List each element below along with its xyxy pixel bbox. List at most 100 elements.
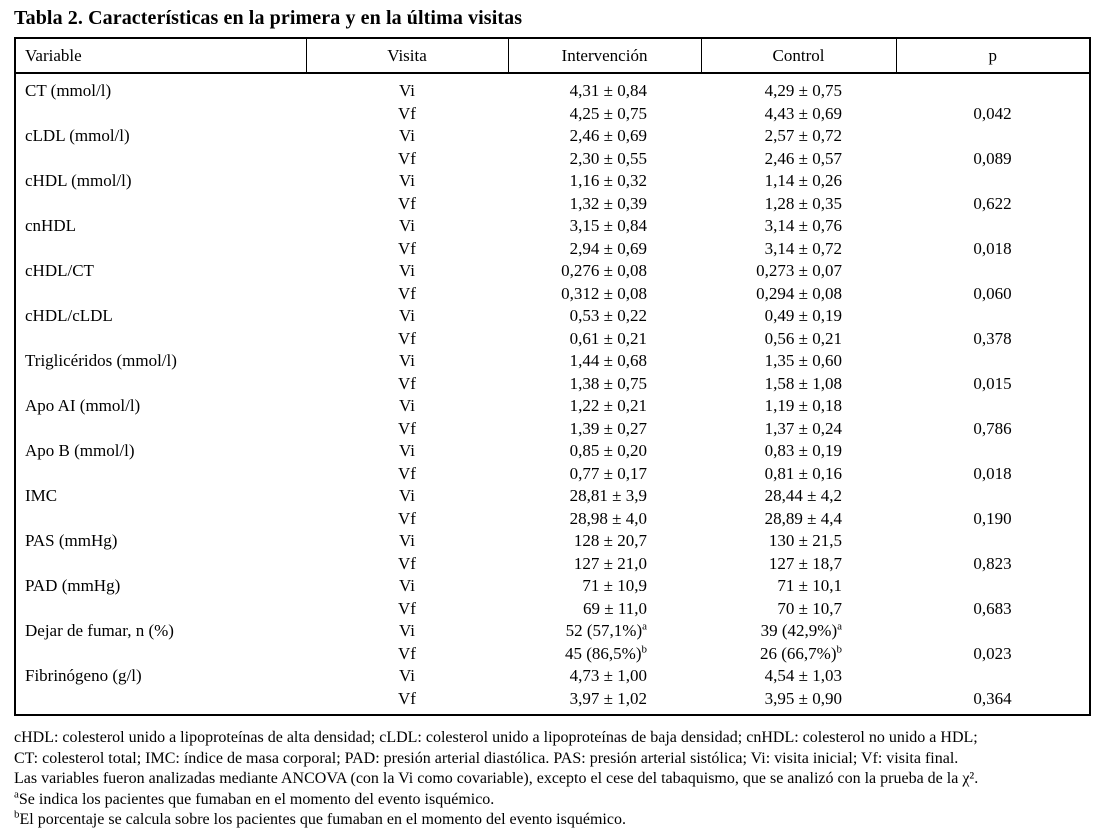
control-cell: 1,37 ± 0,24 bbox=[764, 418, 842, 438]
p-cell bbox=[896, 350, 1090, 373]
visita-cell: Vi bbox=[399, 531, 415, 550]
p-cell: 0,060 bbox=[973, 283, 1012, 303]
p-cell: 0,622 bbox=[973, 193, 1012, 213]
footnote-line: bEl porcentaje se calcula sobre los paci… bbox=[14, 808, 626, 828]
p-cell bbox=[896, 260, 1090, 283]
visita-cell: Vf bbox=[398, 103, 416, 123]
p-cell: 0,089 bbox=[973, 148, 1012, 168]
column-header-variable: Variable bbox=[15, 38, 307, 74]
variable-cell: Triglicéridos (mmol/l) bbox=[25, 351, 177, 370]
control-cell: 0,56 ± 0,21 bbox=[764, 328, 842, 348]
p-cell bbox=[896, 665, 1090, 688]
p-cell: 0,018 bbox=[973, 238, 1012, 258]
table-row: Vf 1,39 ± 0,27 1,37 ± 0,24 0,786 bbox=[15, 418, 1090, 441]
control-cell: 0,49 ± 0,19 bbox=[764, 306, 842, 325]
control-cell: 4,43 ± 0,69 bbox=[764, 103, 842, 123]
visita-cell: Vf bbox=[398, 328, 416, 348]
intervencion-cell: 1,22 ± 0,21 bbox=[569, 396, 647, 415]
table-body: CT (mmol/l) Vi 4,31 ± 0,84 4,29 ± 0,75 Vf 4,2… bbox=[15, 73, 1090, 715]
variable-cell bbox=[15, 328, 306, 351]
table-row: Dejar de fumar, n (%) Vi 52 (57,1%)a 39 (42… bbox=[15, 620, 1090, 643]
p-cell: 0,823 bbox=[973, 553, 1012, 573]
intervencion-cell: 4,25 ± 0,75 bbox=[569, 103, 647, 123]
p-cell: 0,190 bbox=[973, 508, 1012, 528]
control-cell: 28,44 ± 4,2 bbox=[764, 486, 842, 505]
control-cell: 1,28 ± 0,35 bbox=[764, 193, 842, 213]
table-row: Vf 69 ± 11,0 70 ± 10,7 0,683 bbox=[15, 598, 1090, 621]
control-cell: 0,294 ± 0,08 bbox=[756, 283, 842, 303]
intervencion-cell: 2,94 ± 0,69 bbox=[569, 238, 647, 258]
intervencion-cell: 0,53 ± 0,22 bbox=[569, 306, 647, 325]
control-cell: 26 (66,7%)b bbox=[760, 642, 842, 663]
intervencion-cell: 28,81 ± 3,9 bbox=[569, 486, 647, 505]
p-cell: 0,683 bbox=[973, 598, 1012, 618]
data-table: Variable Visita Intervención Control p C… bbox=[14, 37, 1091, 716]
p-cell bbox=[896, 305, 1090, 328]
p-cell bbox=[896, 170, 1090, 193]
control-cell: 2,46 ± 0,57 bbox=[764, 148, 842, 168]
intervencion-cell: 0,85 ± 0,20 bbox=[569, 441, 647, 460]
intervencion-cell: 2,30 ± 0,55 bbox=[569, 148, 647, 168]
variable-cell bbox=[15, 283, 306, 306]
p-cell bbox=[896, 440, 1090, 463]
intervencion-cell: 0,312 ± 0,08 bbox=[561, 283, 647, 303]
intervencion-cell: 1,44 ± 0,68 bbox=[569, 351, 647, 370]
visita-cell: Vi bbox=[399, 351, 415, 370]
footnotes: cHDL: colesterol unido a lipoproteínas d… bbox=[14, 728, 1092, 831]
intervencion-cell: 0,276 ± 0,08 bbox=[561, 261, 647, 280]
visita-cell: Vf bbox=[398, 193, 416, 213]
table-row: Apo B (mmol/l) Vi 0,85 ± 0,20 0,83 ± 0,19 bbox=[15, 440, 1090, 463]
visita-cell: Vi bbox=[399, 126, 415, 145]
intervencion-cell: 28,98 ± 4,0 bbox=[569, 508, 647, 528]
intervencion-cell: 0,61 ± 0,21 bbox=[569, 328, 647, 348]
variable-cell bbox=[15, 598, 306, 621]
intervencion-cell: 45 (86,5%)b bbox=[565, 642, 647, 663]
table-row: Vf 0,77 ± 0,17 0,81 ± 0,16 0,018 bbox=[15, 463, 1090, 486]
variable-cell: cHDL (mmol/l) bbox=[25, 171, 132, 190]
control-cell: 0,81 ± 0,16 bbox=[764, 463, 842, 483]
footnote-line: cHDL: colesterol unido a lipoproteínas d… bbox=[14, 729, 978, 746]
control-cell: 39 (42,9%)a bbox=[760, 620, 842, 640]
visita-cell: Vf bbox=[398, 238, 416, 258]
table-row: Vf 2,30 ± 0,55 2,46 ± 0,57 0,089 bbox=[15, 148, 1090, 171]
visita-cell: Vi bbox=[399, 216, 415, 235]
table-row: IMC Vi 28,81 ± 3,9 28,44 ± 4,2 bbox=[15, 485, 1090, 508]
variable-cell: IMC bbox=[25, 486, 58, 505]
intervencion-cell: 69 ± 11,0 bbox=[583, 598, 647, 618]
visita-cell: Vi bbox=[399, 306, 415, 325]
p-cell bbox=[896, 73, 1090, 103]
page-title: Tabla 2. Características en la primera y… bbox=[14, 7, 523, 29]
variable-cell bbox=[15, 643, 306, 666]
variable-cell: Dejar de fumar, n (%) bbox=[25, 621, 174, 640]
visita-cell: Vf bbox=[398, 508, 416, 528]
visita-cell: Vf bbox=[398, 463, 416, 483]
table-row: cHDL/cLDL Vi 0,53 ± 0,22 0,49 ± 0,19 bbox=[15, 305, 1090, 328]
variable-cell: cnHDL bbox=[25, 216, 76, 235]
visita-cell: Vf bbox=[398, 283, 416, 303]
table-row: PAS (mmHg) Vi 128 ± 20,7 130 ± 21,5 bbox=[15, 530, 1090, 553]
table-row: Vf 3,97 ± 1,02 3,95 ± 0,90 0,364 bbox=[15, 688, 1090, 716]
variable-cell bbox=[15, 553, 306, 576]
p-cell bbox=[896, 395, 1090, 418]
p-cell: 0,023 bbox=[973, 643, 1012, 663]
control-cell: 1,35 ± 0,60 bbox=[764, 351, 842, 370]
variable-cell: Apo AI (mmol/l) bbox=[25, 396, 141, 415]
variable-cell bbox=[15, 193, 306, 216]
p-cell: 0,364 bbox=[973, 688, 1012, 708]
column-header-control: Control bbox=[701, 38, 897, 74]
control-cell: 0,83 ± 0,19 bbox=[764, 441, 842, 460]
intervencion-cell: 2,46 ± 0,69 bbox=[569, 126, 647, 145]
table-row: Vf 2,94 ± 0,69 3,14 ± 0,72 0,018 bbox=[15, 238, 1090, 261]
variable-cell: cHDL/CT bbox=[25, 261, 94, 280]
footnote-marker: a bbox=[14, 788, 19, 801]
p-cell: 0,018 bbox=[973, 463, 1012, 483]
variable-cell: PAD (mmHg) bbox=[25, 576, 121, 595]
variable-cell bbox=[15, 373, 306, 396]
intervencion-cell: 71 ± 10,9 bbox=[582, 576, 647, 595]
control-cell: 1,58 ± 1,08 bbox=[764, 373, 842, 393]
intervencion-cell: 1,32 ± 0,39 bbox=[569, 193, 647, 213]
visita-cell: Vi bbox=[399, 261, 415, 280]
variable-cell bbox=[15, 508, 306, 531]
visita-cell: Vi bbox=[399, 621, 415, 640]
control-cell: 130 ± 21,5 bbox=[768, 531, 842, 550]
